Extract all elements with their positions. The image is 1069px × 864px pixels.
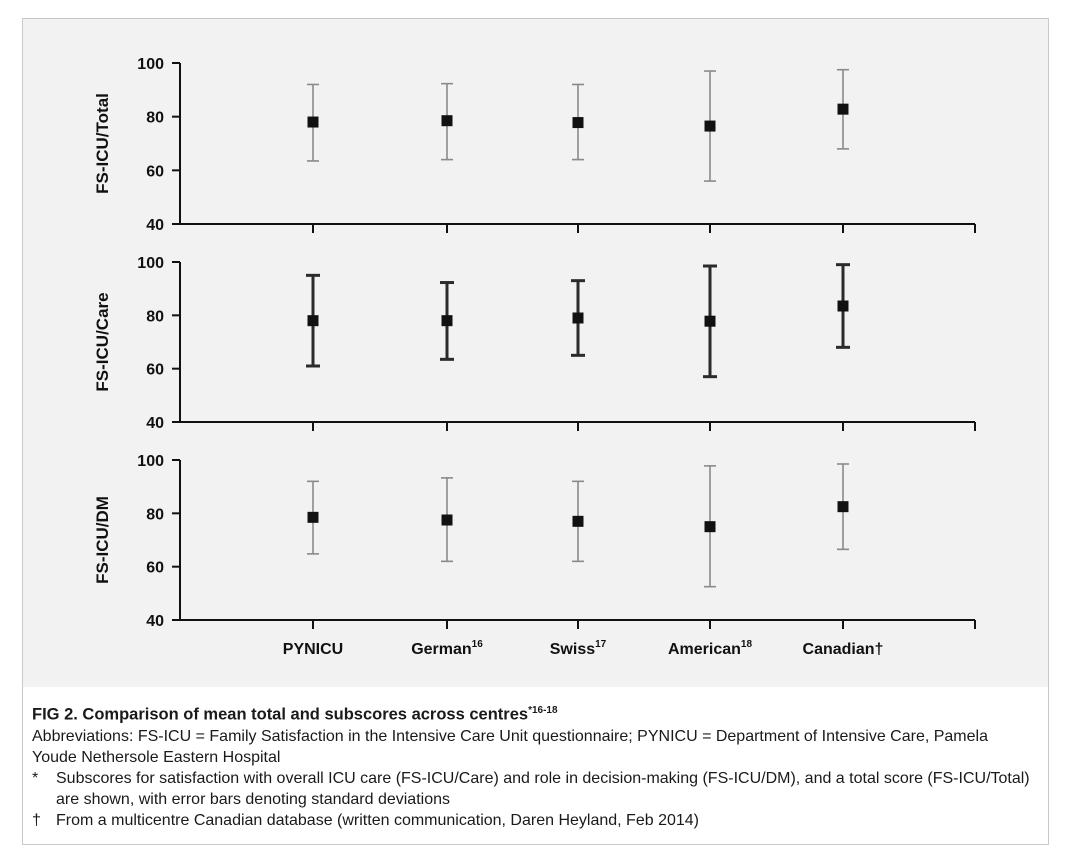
- x-tick-label: German16: [411, 639, 483, 658]
- y-tick-label: 60: [146, 560, 164, 577]
- mean-marker: [307, 315, 319, 327]
- note-mark: †: [32, 811, 41, 829]
- panel-fs-icu-total: 100 80 60 40 FS-ICU/Total: [93, 56, 976, 234]
- figure-caption: FIG 2. Comparison of mean total and subs…: [32, 700, 1032, 831]
- y-tick-label: 40: [146, 415, 164, 432]
- y-tick-label: 80: [146, 308, 164, 325]
- note-text: Subscores for satisfaction with overall …: [56, 769, 1030, 808]
- y-tick-label: 40: [146, 613, 164, 630]
- mean-marker: [704, 315, 716, 327]
- x-tick-label: PYNICU: [283, 641, 343, 658]
- mean-marker: [704, 521, 716, 533]
- y-axis-label: FS-ICU/DM: [93, 496, 112, 584]
- panel-fs-icu-dm: 100 80 60 40 FS-ICU/DM: [93, 453, 976, 630]
- y-tick-label: 100: [137, 56, 164, 73]
- mean-marker: [704, 120, 716, 132]
- mean-marker: [837, 501, 849, 513]
- y-axis-label: FS-ICU/Care: [93, 292, 112, 391]
- mean-marker: [572, 117, 584, 129]
- note-text: From a multicentre Canadian database (wr…: [56, 811, 699, 829]
- note-mark: *: [32, 769, 39, 787]
- x-tick-label: Canadian†: [803, 641, 884, 658]
- mean-marker: [837, 103, 849, 115]
- y-tick-label: 80: [146, 110, 164, 127]
- y-tick-label: 80: [146, 506, 164, 523]
- mean-marker: [307, 116, 319, 128]
- mean-marker: [441, 315, 453, 327]
- mean-marker: [572, 312, 584, 324]
- panel-fs-icu-care: 100 80 60 40 FS-ICU/Care: [93, 255, 976, 432]
- mean-marker: [441, 115, 453, 127]
- y-axis-label: FS-ICU/Total: [93, 93, 112, 194]
- y-tick-label: 60: [146, 362, 164, 379]
- chart: 100 80 60 40 FS-ICU/Total 100 80 60 40 FS-ICU/Car…: [93, 56, 976, 658]
- caption-title: FIG 2. Comparison of mean total and subs…: [32, 705, 558, 724]
- chart-area: [23, 19, 1048, 687]
- y-tick-label: 60: [146, 163, 164, 180]
- mean-marker: [837, 300, 849, 312]
- y-tick-label: 100: [137, 453, 164, 470]
- x-tick-label: American18: [668, 639, 752, 658]
- caption-note-1: * Subscores for satisfaction with overal…: [32, 768, 1032, 810]
- y-tick-label: 100: [137, 255, 164, 272]
- mean-marker: [441, 514, 453, 526]
- mean-marker: [307, 511, 319, 523]
- caption-abbreviations: Abbreviations: FS-ICU = Family Satisfact…: [32, 727, 988, 766]
- figure-frame: [22, 18, 1049, 845]
- mean-marker: [572, 515, 584, 527]
- y-tick-label: 40: [146, 217, 164, 234]
- caption-note-2: † From a multicentre Canadian database (…: [32, 810, 1032, 831]
- x-tick-label: Swiss17: [550, 639, 607, 658]
